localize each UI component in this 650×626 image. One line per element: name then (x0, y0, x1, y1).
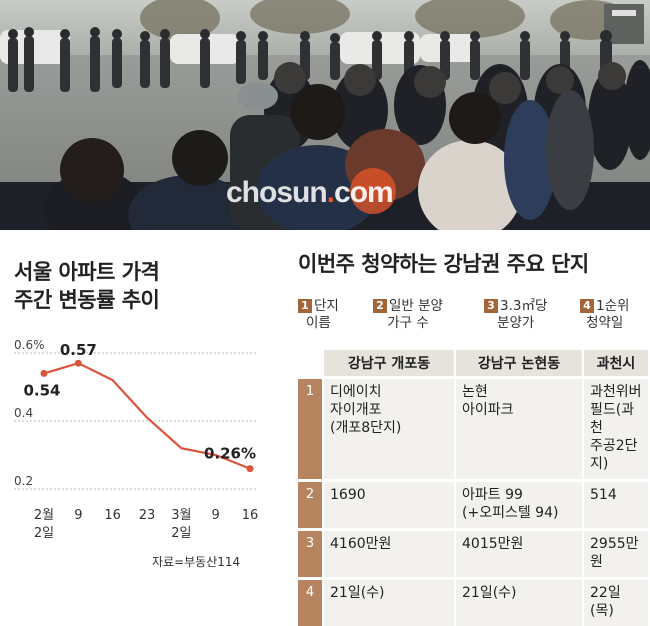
x-tick-label-sub: 2일 (171, 526, 191, 541)
watermark-main: chosun (226, 176, 327, 209)
data-label: 0.54 (23, 381, 60, 399)
row-index: 3 (298, 530, 323, 579)
table-cell: 2955만원 (583, 530, 648, 579)
table-cell: 514 (583, 481, 648, 530)
header-gwacheon: 과천시 (583, 350, 648, 378)
legend-num-2: 2 (373, 299, 387, 313)
legend-line2-4: 청약일 (580, 315, 629, 332)
watermark-com: com (334, 176, 393, 209)
legend-line2-2: 가구 수 (373, 315, 443, 332)
table-row: 2 1690 아파트 99(+오피스텔 94) 514 (298, 481, 648, 530)
source-note: 자료=부동산114 (152, 553, 240, 570)
x-tick-label: 9 (212, 508, 220, 523)
chart-title-line2: 주간 변동률 추이 (14, 284, 159, 314)
data-point (247, 465, 254, 472)
x-tick-label: 16 (104, 508, 121, 523)
table-title: 이번주 청약하는 강남권 주요 단지 (298, 248, 589, 278)
table-row: 3 4160만원 4015만원 2955만원 (298, 530, 648, 579)
header-gaepo: 강남구 개포동 (323, 350, 455, 378)
x-tick-label: 2월 (34, 508, 54, 523)
table-cell: 1690 (323, 481, 455, 530)
x-tick-label-sub: 2일 (34, 526, 54, 541)
table-cell: 21일(수) (323, 579, 455, 626)
table-header-row: 강남구 개포동 강남구 논현동 과천시 (298, 350, 648, 378)
data-point (75, 360, 82, 367)
data-label: 0.26% (204, 445, 256, 463)
watermark: chosun.com (226, 176, 393, 210)
row-index: 1 (298, 378, 323, 481)
table-cell: 아파트 99(+오피스텔 94) (455, 481, 583, 530)
line-chart: 0.6% 0.4 0.2 0.54 0.57 0.26% 2월 2일 9 16 23 3월 2일 9 16 (0, 325, 290, 550)
header-nonhyeon: 강남구 논현동 (455, 350, 583, 378)
x-tick-label: 3월 (171, 508, 191, 523)
watermark-dot: . (327, 176, 334, 209)
legend-line1-4: 1순위 (596, 298, 629, 314)
legend-line1-3: 3.3㎡당 (500, 298, 547, 314)
legend-num-4: 4 (580, 299, 594, 313)
legend-line1-2: 일반 분양 (389, 298, 443, 314)
table-cell: 4015만원 (455, 530, 583, 579)
legend-num-3: 3 (484, 299, 498, 313)
data-label: 0.57 (60, 341, 97, 359)
legend-line2-3: 분양가 (484, 315, 547, 332)
photo-queue: chosun.com (0, 0, 650, 230)
row-index: 4 (298, 579, 323, 626)
y-tick-label: 0.2 (14, 474, 33, 488)
row-index: 2 (298, 481, 323, 530)
legend-line2-1: 이름 (298, 315, 339, 332)
header-idx (298, 350, 323, 378)
x-tick-label: 16 (242, 508, 259, 523)
chart-title-line1: 서울 아파트 가격 (14, 256, 159, 286)
table-cell: 4160만원 (323, 530, 455, 579)
table-cell: 22일(목) (583, 579, 648, 626)
table-cell: 21일(수) (455, 579, 583, 626)
x-tick-label: 23 (139, 508, 156, 523)
data-point (41, 370, 48, 377)
x-tick-label: 9 (74, 508, 82, 523)
y-tick-label: 0.6% (14, 338, 45, 352)
legend-line1-1: 단지 (314, 298, 339, 314)
table-row: 4 21일(수) 21일(수) 22일(목) (298, 579, 648, 626)
legend-num-1: 1 (298, 299, 312, 313)
y-tick-label: 0.4 (14, 406, 33, 420)
